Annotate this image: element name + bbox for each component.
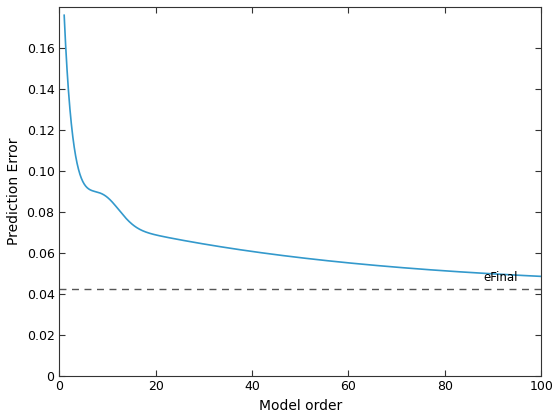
Y-axis label: Prediction Error: Prediction Error <box>7 137 21 245</box>
X-axis label: Model order: Model order <box>259 399 342 413</box>
Text: eFinal: eFinal <box>483 271 518 284</box>
